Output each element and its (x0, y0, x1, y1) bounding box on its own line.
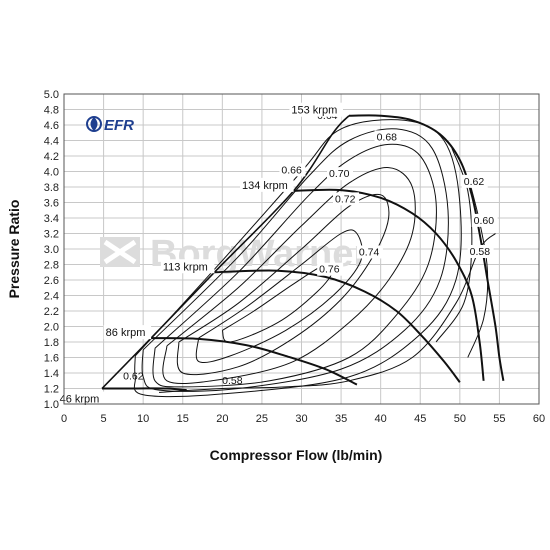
y-tick-label: 2.8 (44, 260, 59, 272)
x-tick-label: 25 (256, 413, 268, 425)
x-axis-ticks: 0 5 10 15 20 25 30 35 40 45 50 55 60 (61, 413, 545, 425)
efficiency-label: 0.66 (281, 164, 302, 176)
efr-logo-text: EFR (104, 117, 134, 134)
efficiency-label-bg (333, 192, 359, 206)
y-tick-label: 4.0 (44, 167, 59, 179)
y-tick-label: 1.0 (44, 399, 59, 411)
y-tick-label: 1.4 (44, 368, 59, 380)
line-labels: 0.760.740.720.700.680.660.640.620.600.58… (57, 102, 498, 406)
speed-label-bg (160, 259, 215, 274)
efficiency-island-0.64 (133, 119, 462, 398)
surge-line-path (101, 115, 350, 390)
efficiency-label-bg (374, 130, 401, 144)
x-tick-label: 55 (493, 413, 505, 425)
y-tick-label: 4.2 (44, 151, 59, 163)
speed-label: 46 krpm (60, 394, 100, 406)
efficiency-label: 0.68 (377, 131, 398, 143)
speed-label: 153 krpm (291, 105, 337, 117)
speed-line-113-krpm (214, 269, 461, 383)
y-tick-label: 3.4 (44, 213, 59, 225)
efficiency-label: 0.60 (474, 215, 495, 227)
speed-label: 134 krpm (242, 180, 288, 192)
x-tick-label: 30 (295, 413, 307, 425)
y-tick-label: 2.4 (44, 291, 59, 303)
y-tick-label: 2.2 (44, 306, 59, 318)
x-tick-label: 35 (335, 413, 347, 425)
surge-line (101, 115, 350, 390)
efficiency-label-bg (471, 213, 498, 227)
y-tick-label: 4.4 (44, 136, 59, 148)
y-tick-label: 1.2 (44, 384, 59, 396)
efficiency-island-0.70 (162, 167, 416, 385)
y-tick-label: 3.0 (44, 244, 59, 256)
efficiency-island-0.60 (467, 175, 489, 358)
speed-label-bg (289, 102, 343, 117)
efficiency-label-bg (327, 167, 353, 181)
x-axis-title: Compressor Flow (lb/min) (210, 447, 383, 463)
y-tick-label: 4.6 (44, 120, 59, 132)
efr-logo: EFR (86, 116, 134, 134)
speed-line-153-krpm (348, 114, 505, 381)
y-tick-label: 2.0 (44, 322, 59, 334)
efficiency-label: 0.72 (335, 193, 356, 205)
y-tick-label: 2.6 (44, 275, 59, 287)
speed-line-86-krpm (151, 337, 358, 386)
y-tick-label: 1.8 (44, 337, 59, 349)
efficiency-island-0.68 (152, 143, 437, 388)
speed-label: 86 krpm (106, 327, 146, 339)
efficiency-island-0.74 (195, 229, 363, 363)
y-tick-label: 1.6 (44, 353, 59, 365)
speed-lines (102, 114, 505, 392)
y-axis-ticks: 1.0 1.2 1.4 1.6 1.8 2.0 2.2 2.4 2.6 2.8 3.0 3.2 3.4 3… (44, 89, 59, 411)
x-tick-label: 10 (137, 413, 149, 425)
efficiency-label: 0.62 (123, 370, 144, 382)
efficiency-label: 0.70 (329, 168, 350, 180)
x-tick-label: 20 (216, 413, 228, 425)
y-axis-title: Pressure Ratio (6, 200, 22, 299)
y-tick-label: 3.8 (44, 182, 59, 194)
x-tick-label: 5 (101, 413, 107, 425)
x-tick-label: 0 (61, 413, 67, 425)
y-tick-label: 5.0 (44, 89, 59, 101)
speed-label-bg (57, 391, 105, 406)
efficiency-label-bg (461, 174, 488, 188)
y-tick-label: 3.2 (44, 229, 59, 241)
efficiency-label-bg (467, 245, 494, 258)
x-tick-label: 15 (177, 413, 189, 425)
borgwarner-logo-icon (100, 237, 140, 267)
speed-label-bg (103, 325, 152, 340)
x-tick-label: 60 (533, 413, 545, 425)
efficiency-label: 0.74 (359, 247, 380, 259)
efr-swirl-icon (86, 116, 102, 132)
x-tick-label: 40 (375, 413, 387, 425)
y-tick-label: 3.6 (44, 198, 59, 210)
speed-label-bg (239, 177, 294, 192)
efficiency-island-0.72 (176, 193, 390, 376)
y-tick-label: 4.8 (44, 105, 59, 117)
speed-line-134-krpm (293, 188, 485, 381)
efficiency-label-bg (317, 262, 344, 276)
x-tick-label: 50 (454, 413, 466, 425)
speed-line-46-krpm (102, 387, 187, 392)
plot-frame (63, 93, 540, 405)
efficiency-label-bg (279, 163, 306, 177)
efficiency-label-bg (356, 245, 383, 259)
x-tick-label: 45 (414, 413, 426, 425)
efficiency-label: 0.58 (470, 246, 491, 258)
efficiency-label: 0.58 (222, 375, 243, 387)
efficiency-label: 0.76 (319, 264, 340, 276)
efficiency-label: 0.62 (464, 176, 485, 188)
speed-label: 113 krpm (163, 261, 208, 273)
